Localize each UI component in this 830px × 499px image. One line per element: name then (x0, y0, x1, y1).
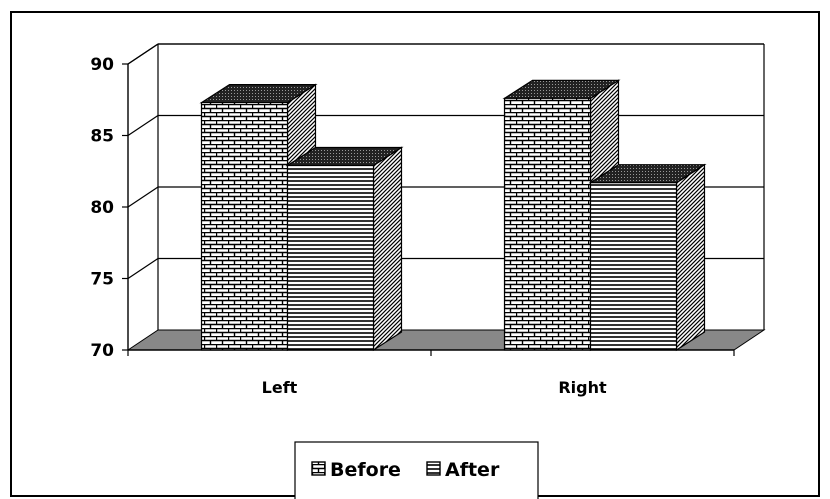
side-gridline (127, 115, 159, 136)
side-gridline (127, 186, 159, 208)
x-tick-label: Right (558, 378, 607, 397)
side-wall-top (127, 43, 159, 65)
y-tick-label: 75 (90, 270, 114, 290)
legend-swatch-after (426, 461, 441, 476)
side-gridline (127, 258, 159, 279)
y-tick-label: 90 (90, 55, 114, 75)
y-tick-label: 80 (90, 198, 114, 218)
bar-front (286, 164, 375, 351)
bar-side (372, 146, 403, 352)
bar-after-left (285, 146, 404, 352)
bar-front (589, 182, 678, 351)
x-tick-label: Left (262, 378, 298, 397)
bar-front (200, 102, 289, 351)
bar-after-right (588, 163, 707, 352)
legend-swatch-before (311, 461, 326, 476)
y-tick-label: 85 (90, 127, 114, 147)
legend-label-after: After (445, 459, 500, 481)
legend-label-before: Before (330, 459, 401, 481)
bar-side (675, 163, 706, 352)
legend-box (294, 441, 539, 499)
y-tick-label: 70 (90, 341, 114, 361)
bar-front (503, 97, 592, 351)
